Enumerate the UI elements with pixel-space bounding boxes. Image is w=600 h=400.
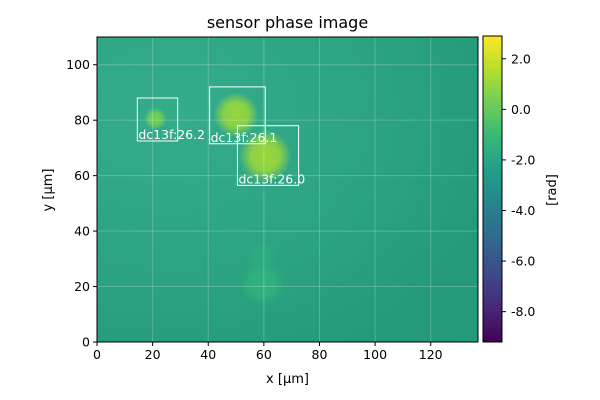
y-axis-label: y [µm] <box>41 169 56 212</box>
x-axis-label: x [µm] <box>266 372 309 387</box>
x-tick-label: 40 <box>200 347 216 362</box>
roi-box <box>236 125 300 186</box>
colorbar-tick-label: -6.0 <box>511 254 535 269</box>
colorbar-label: [rad] <box>545 174 560 206</box>
colorbar-tick-label: -4.0 <box>511 203 535 218</box>
y-tick-label: 0 <box>82 335 90 350</box>
y-tick-label: 100 <box>66 57 90 72</box>
roi-boxes: dc13f:26.2 dc13f:26.1 dc13f:26.0 <box>136 86 305 186</box>
image-shading <box>97 37 478 342</box>
colorbar-tick-label: -2.0 <box>511 152 535 167</box>
image-feature <box>239 261 285 307</box>
grid <box>97 37 478 342</box>
colorbar-frame <box>482 35 503 343</box>
x-tick-label: 20 <box>145 347 161 362</box>
x-tick-label: 120 <box>419 347 443 362</box>
y-tick-label: 80 <box>74 113 90 128</box>
y-axis: 0 20 40 60 80 100 <box>66 57 97 350</box>
image-feature <box>144 107 167 131</box>
plot-frame <box>96 36 479 343</box>
y-tick-label: 40 <box>74 224 90 239</box>
x-axis: 0 20 40 60 80 100 120 <box>93 342 443 362</box>
colorbar-ticks: 2.0 0.0 -2.0 -4.0 -6.0 -8.0 <box>502 51 535 319</box>
y-tick-label: 20 <box>74 279 90 294</box>
x-tick-label: 60 <box>256 347 272 362</box>
roi-box <box>136 97 179 142</box>
y-tick-label: 60 <box>74 168 90 183</box>
roi-label: dc13f:26.0 <box>238 171 305 186</box>
image-feature <box>247 241 278 272</box>
x-tick-label: 100 <box>363 347 387 362</box>
colorbar-tick-label: 0.0 <box>511 102 531 117</box>
roi-label: dc13f:26.2 <box>138 127 205 142</box>
x-tick-label: 0 <box>93 347 101 362</box>
colorbar-tick-label: 2.0 <box>511 51 531 66</box>
image-feature <box>238 129 292 183</box>
roi-label: dc13f:26.1 <box>211 130 278 145</box>
colorbar: 2.0 0.0 -2.0 -4.0 -6.0 -8.0 [rad] <box>482 35 560 343</box>
plot-area: dc13f:26.2 dc13f:26.1 dc13f:26.0 <box>97 37 478 342</box>
x-tick-label: 80 <box>312 347 328 362</box>
colorbar-gradient <box>483 36 502 342</box>
colorbar-tick-label: -8.0 <box>511 304 535 319</box>
chart-title: sensor phase image <box>207 13 368 32</box>
